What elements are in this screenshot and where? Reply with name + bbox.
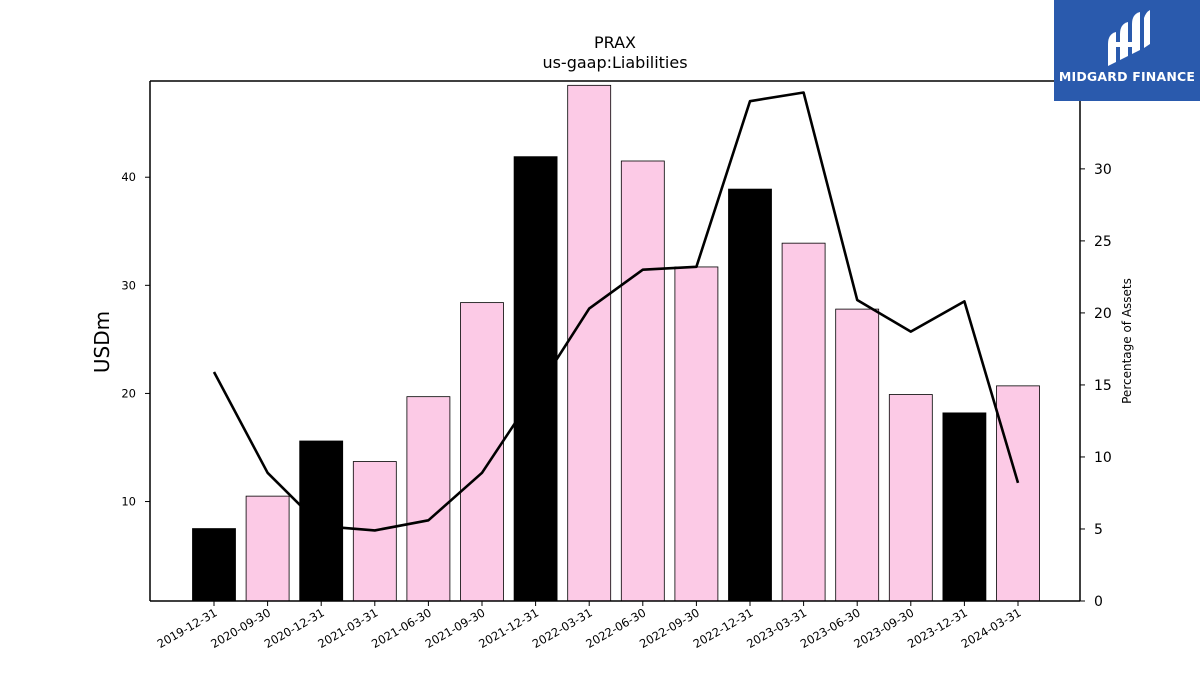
y2-tick-label: 20 — [1094, 306, 1112, 322]
y2-axis-label: Percentage of Assets — [1120, 278, 1134, 404]
x-tick-label: 2023-06-30 — [798, 605, 863, 651]
bar — [567, 84, 612, 602]
bar — [245, 495, 290, 602]
bar — [996, 385, 1040, 602]
y2-axis-ticks: 0 5 10 15 20 25 30 — [1080, 162, 1112, 610]
x-tick-label: 2022-06-30 — [583, 605, 648, 651]
y2-tick-label: 25 — [1094, 234, 1112, 250]
x-tick-label: 2023-09-30 — [851, 605, 916, 651]
x-tick-label: 2019-12-31 — [155, 605, 220, 651]
x-tick-label: 2020-12-31 — [262, 605, 327, 651]
chart-subtitle: us-gaap:Liabilities — [542, 53, 687, 72]
bar — [620, 160, 665, 602]
bar — [835, 308, 880, 602]
y2-tick-label: 10 — [1094, 450, 1112, 466]
y2-tick-label: 5 — [1094, 522, 1103, 538]
chart-title: PRAX — [594, 33, 636, 52]
line-series — [212, 91, 1020, 532]
x-tick-label: 2023-03-31 — [744, 605, 809, 651]
bar — [942, 412, 987, 602]
y2-tick-label: 30 — [1094, 162, 1112, 178]
bar — [888, 394, 933, 602]
y2-tick-label: 0 — [1094, 594, 1103, 610]
y-tick-label: 10 — [121, 495, 136, 509]
x-tick-label: 2020-09-30 — [208, 605, 273, 651]
x-tick-label: 2024-03-31 — [959, 605, 1024, 651]
bar — [674, 266, 719, 602]
y-tick-label: 20 — [121, 386, 136, 400]
axes — [149, 80, 1081, 602]
x-tick-label: 2021-06-30 — [369, 605, 434, 651]
midgard-finance-logo: MIDGARD FINANCE — [1054, 0, 1200, 101]
y-axis-label: USDm — [90, 311, 114, 373]
x-tick-label: 2022-09-30 — [637, 605, 702, 651]
x-tick-label: 2021-09-30 — [423, 605, 488, 651]
bar — [513, 156, 558, 602]
x-tick-label: 2021-12-31 — [476, 605, 541, 651]
bar-series — [192, 84, 1040, 602]
y-axis-ticks: 10 20 30 40 — [121, 170, 150, 509]
x-tick-label: 2022-12-31 — [691, 605, 756, 651]
x-tick-label: 2022-03-31 — [530, 605, 595, 651]
x-axis-ticks: 2019-12-312020-09-302020-12-312021-03-31… — [155, 601, 1024, 651]
y-tick-label: 30 — [121, 278, 136, 292]
x-tick-label: 2023-12-31 — [905, 605, 970, 651]
bar — [781, 242, 826, 602]
bar — [192, 528, 236, 602]
bar — [299, 440, 344, 602]
bar — [728, 188, 772, 602]
y2-tick-label: 15 — [1094, 378, 1112, 394]
logo-text: MIDGARD FINANCE — [1058, 69, 1196, 84]
line-path — [212, 91, 1020, 532]
bar — [406, 396, 451, 602]
y-tick-label: 40 — [121, 170, 136, 184]
x-tick-label: 2021-03-31 — [315, 605, 380, 651]
logo-mark-icon — [1108, 10, 1150, 66]
